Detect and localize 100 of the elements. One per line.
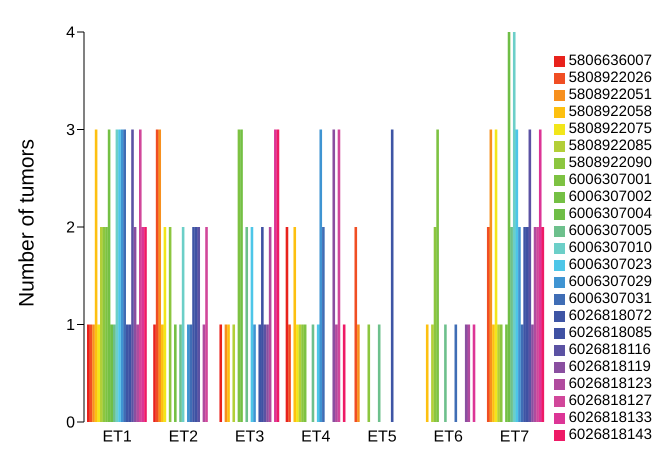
bar [516, 130, 518, 422]
bar [298, 324, 302, 422]
y-tick-label: 2 [66, 220, 76, 237]
bar [120, 130, 124, 422]
bar [444, 324, 447, 422]
bar [268, 227, 272, 422]
bar [94, 130, 98, 422]
bar [174, 324, 177, 422]
legend-label: 6006307023 [568, 256, 652, 273]
bar [238, 130, 240, 422]
bar [354, 227, 358, 422]
bar [92, 324, 95, 422]
bar [512, 32, 516, 422]
bar [123, 130, 126, 422]
bar [224, 324, 228, 422]
bar [367, 324, 370, 422]
bar [304, 324, 306, 422]
bar [274, 130, 277, 422]
bar [153, 324, 156, 422]
bar [286, 227, 288, 422]
bar [472, 324, 476, 422]
bar [536, 227, 539, 422]
bar [227, 324, 230, 422]
bar [168, 227, 172, 422]
bar [187, 324, 190, 422]
legend-label: 5808922075 [568, 120, 652, 137]
bar [202, 324, 206, 422]
bar [490, 130, 492, 422]
bar [464, 324, 468, 422]
bar [240, 130, 243, 422]
bar [538, 130, 542, 422]
bar [357, 324, 360, 422]
bar [296, 324, 299, 422]
bar [192, 227, 195, 422]
bar [288, 324, 291, 422]
y-tick-label: 4 [66, 24, 76, 42]
legend-label: 6006307029 [568, 273, 652, 290]
bar [194, 227, 198, 422]
x-tick-label: ET7 [500, 428, 530, 446]
legend-label: 6026818133 [568, 409, 652, 426]
bar [531, 324, 534, 422]
legend-label: 6006307005 [568, 222, 652, 239]
bar [136, 324, 139, 422]
y-axis-title: Number of tumors [15, 138, 38, 307]
y-tick-label: 0 [66, 414, 76, 432]
bar [118, 130, 121, 422]
legend-label: 6026818143 [568, 426, 652, 443]
bar [510, 227, 513, 422]
x-tick-label: ET3 [234, 428, 264, 446]
bar [245, 227, 248, 422]
bar [87, 324, 90, 422]
bar [316, 324, 320, 422]
legend-label: 5808922026 [568, 69, 652, 86]
bar [219, 324, 222, 422]
x-tick-label: ET1 [102, 428, 132, 446]
bar [528, 130, 532, 422]
legend-label: 5808922085 [568, 137, 652, 154]
bar [161, 324, 164, 422]
bar [134, 227, 136, 422]
bar [266, 324, 269, 422]
bar [338, 130, 340, 422]
legend-label: 6026818116 [568, 341, 651, 358]
legend-label: 6026818072 [568, 307, 652, 324]
legend-label: 5806636007 [568, 52, 652, 69]
bar [250, 227, 254, 422]
bar [293, 227, 296, 422]
legend-label: 5808922051 [568, 86, 652, 103]
bar [156, 130, 158, 422]
bar [390, 130, 394, 422]
bar [492, 324, 495, 422]
legend-label: 6026818127 [568, 392, 652, 409]
x-tick-label: ET4 [301, 428, 331, 446]
bar [436, 130, 439, 422]
bar [182, 227, 184, 422]
bar [542, 227, 544, 422]
bar [322, 227, 325, 422]
bar [116, 130, 118, 422]
bar [434, 227, 436, 422]
bar [264, 324, 266, 422]
bar [179, 324, 182, 422]
bar [90, 324, 92, 422]
bar [100, 227, 103, 422]
legend-label: 6006307004 [568, 205, 652, 222]
bar [523, 227, 526, 422]
legend-label: 5808922058 [568, 103, 652, 120]
y-tick-label: 3 [66, 122, 76, 140]
bar [164, 227, 166, 422]
bar [128, 324, 132, 422]
bar [378, 324, 380, 422]
bar [534, 227, 536, 422]
bar [253, 324, 256, 422]
bar [197, 227, 200, 422]
bar [494, 130, 498, 422]
bar [497, 324, 500, 422]
bar [142, 227, 144, 422]
bar [342, 324, 346, 422]
bar [319, 130, 322, 422]
bar [144, 227, 147, 422]
y-tick-label: 1 [66, 317, 76, 334]
bar [312, 324, 314, 422]
